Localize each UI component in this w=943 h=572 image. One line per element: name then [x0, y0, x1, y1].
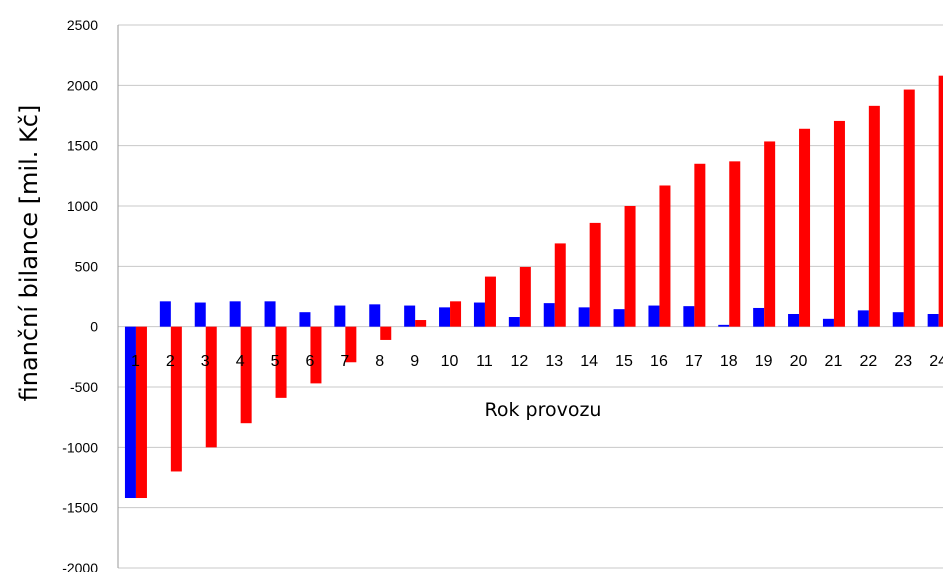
red-bar-year-6	[310, 326, 322, 384]
x-category-label: 3	[201, 353, 210, 370]
x-category-label: 14	[580, 353, 598, 370]
blue-bar-year-24	[927, 313, 939, 327]
red-bar-year-8	[380, 326, 392, 340]
x-axis-title: Rok provozu	[485, 399, 602, 421]
x-category-label: 2	[166, 353, 175, 370]
blue-bar-year-13	[543, 303, 555, 327]
y-tick-label: 500	[75, 258, 99, 274]
x-category-label: 16	[650, 353, 668, 370]
x-category-label: 17	[685, 353, 703, 370]
red-bar-year-7	[345, 326, 357, 363]
blue-bar-year-4	[229, 301, 241, 327]
red-bar-year-2	[170, 326, 182, 472]
red-bar-year-11	[484, 276, 496, 327]
red-bar-year-16	[659, 185, 671, 327]
x-category-label: 21	[825, 353, 843, 370]
x-category-label: 11	[476, 353, 493, 370]
bars	[124, 75, 943, 499]
y-tick-label: -2000	[62, 560, 98, 572]
y-tick-label: -1500	[62, 500, 98, 516]
red-bar-year-3	[205, 326, 217, 448]
x-category-label: 24	[929, 353, 943, 370]
blue-bar-year-8	[369, 304, 381, 327]
blue-bar-year-16	[648, 305, 660, 327]
blue-bar-year-18	[718, 324, 730, 327]
red-bar-year-15	[624, 206, 636, 327]
y-tick-label: 2500	[67, 17, 98, 33]
red-bar-year-10	[450, 301, 462, 327]
y-tick-label: 0	[90, 319, 98, 335]
x-category-label: 12	[510, 353, 528, 370]
y-axis-tick-labels: 2500 2000 1500 1000 500 0 -500 -1000 -1500 -2000	[62, 17, 98, 572]
red-bar-year-17	[694, 163, 706, 327]
y-tick-label: 1500	[67, 138, 98, 154]
x-category-label: 9	[410, 353, 419, 370]
x-category-label: 19	[755, 353, 773, 370]
x-category-label: 6	[305, 353, 314, 370]
red-bar-year-19	[764, 141, 776, 327]
blue-bar-year-23	[892, 312, 904, 327]
x-category-label: 18	[720, 353, 738, 370]
blue-bar-year-5	[264, 301, 276, 327]
x-category-label: 13	[545, 353, 563, 370]
blue-bar-year-1	[124, 326, 136, 499]
red-bar-year-20	[799, 128, 811, 327]
blue-bar-year-9	[404, 305, 416, 327]
red-bar-year-9	[415, 320, 427, 327]
red-bar-year-22	[868, 105, 880, 327]
y-axis-title: finanční bilance [mil. Kč]	[15, 105, 43, 402]
x-category-label: 7	[340, 353, 349, 370]
x-category-label: 10	[441, 353, 459, 370]
red-bar-year-21	[833, 120, 845, 327]
blue-bar-year-19	[753, 307, 765, 327]
blue-bar-year-6	[299, 312, 311, 327]
red-bar-year-18	[729, 161, 741, 327]
red-bar-year-13	[554, 243, 566, 327]
x-category-label: 22	[859, 353, 877, 370]
blue-bar-year-7	[334, 305, 346, 327]
y-tick-label: -500	[70, 379, 98, 395]
blue-bar-year-21	[822, 318, 834, 327]
y-tick-label: 2000	[67, 77, 98, 93]
x-category-label: 1	[131, 353, 140, 370]
blue-bar-year-3	[194, 302, 206, 327]
blue-bar-year-22	[857, 310, 869, 327]
x-axis-category-labels: 1 2 3 4 5 6 7 8 9 10 11 12 13 14 15 16 17 18 19 20 21 22 23 24	[131, 353, 943, 370]
blue-bar-year-10	[439, 307, 451, 327]
red-bar-year-5	[275, 326, 287, 398]
red-bar-year-12	[519, 266, 531, 327]
y-tick-label: 1000	[67, 198, 98, 214]
blue-bar-year-17	[683, 306, 695, 327]
blue-bar-year-14	[578, 307, 590, 327]
blue-bar-year-15	[613, 309, 625, 327]
blue-bar-year-12	[508, 317, 520, 327]
red-bar-year-1	[135, 326, 147, 499]
x-category-label: 4	[236, 353, 245, 370]
red-bar-year-23	[903, 89, 915, 327]
x-category-label: 8	[375, 353, 384, 370]
x-category-label: 23	[894, 353, 912, 370]
red-bar-year-24	[938, 75, 943, 327]
x-category-label: 5	[271, 353, 280, 370]
blue-bar-year-11	[473, 302, 485, 327]
red-bar-year-14	[589, 222, 601, 327]
y-tick-label: -1000	[62, 439, 98, 455]
red-bar-year-4	[240, 326, 252, 424]
blue-bar-year-2	[159, 301, 171, 327]
x-category-label: 20	[790, 353, 808, 370]
blue-bar-year-20	[788, 313, 800, 327]
x-category-label: 15	[615, 353, 633, 370]
